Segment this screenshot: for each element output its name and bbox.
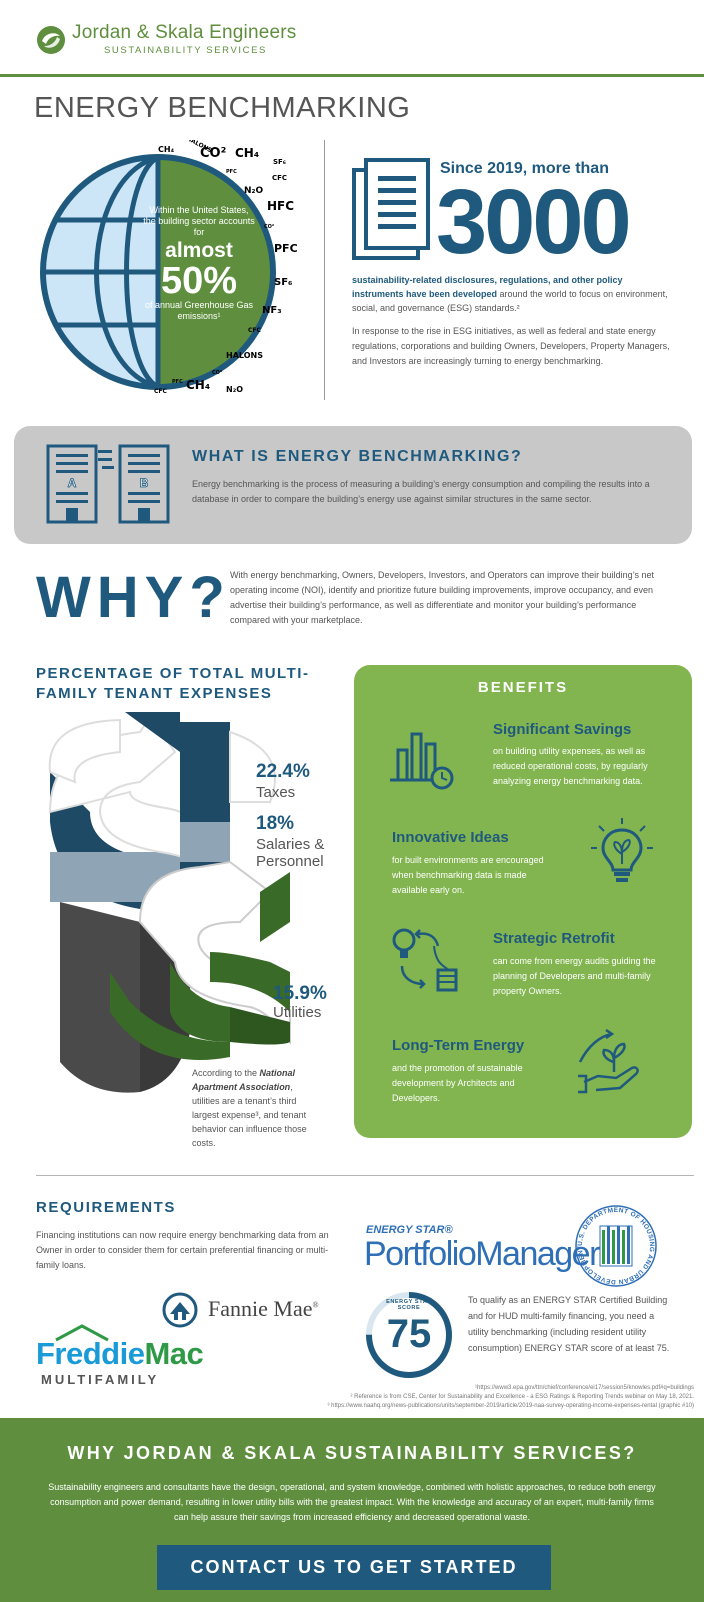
score-requirement-text: To qualify as an ENERGY STAR Certified B… — [468, 1295, 670, 1353]
footer-title: WHY JORDAN & SKALA SUSTAINABILITY SERVIC… — [67, 1443, 637, 1463]
freddie-mac-roof-icon — [55, 1324, 109, 1342]
freddie-mac-subtitle: MULTIFAMILY — [41, 1372, 160, 1387]
bulb-retrofit-cycle-icon — [392, 928, 458, 992]
gas-label: HFC — [267, 199, 294, 213]
energy-star-score-value: 75 — [386, 1312, 432, 1356]
disclosures-paragraph: sustainability-related disclosures, regu… — [352, 273, 672, 315]
footer-text: Sustainability engineers and consultants… — [48, 1482, 656, 1522]
gas-label: PFC — [226, 169, 237, 175]
dollar-signs-illustration — [48, 712, 291, 1093]
why-text: With energy benchmarking, Owners, Develo… — [230, 570, 655, 625]
bar-chart-clock-icon — [390, 732, 454, 790]
section-divider — [36, 1175, 694, 1176]
requirements-title: REQUIREMENTS — [36, 1199, 177, 1216]
energy-star-small-logo: ENERGY STAR® — [366, 1224, 453, 1236]
fannie-mae-logo-icon — [162, 1292, 198, 1328]
benefit-heading: Long-Term Energy — [392, 1037, 525, 1054]
freddie-mac-logo: FreddieMac — [36, 1336, 204, 1372]
why-heading: WHY? — [36, 565, 231, 630]
building-a-label: A — [68, 476, 77, 490]
header-divider — [0, 74, 704, 77]
globe-big-percent: 50% — [160, 260, 238, 302]
esg-paragraph: In response to the rise in ESG initiativ… — [352, 326, 670, 366]
gas-label: CO² — [200, 146, 226, 161]
benefit-heading: Innovative Ideas — [392, 829, 509, 846]
expenses-title: PERCENTAGE OF TOTAL MULTI-FAMILY TENANT … — [36, 665, 310, 702]
building-b-label: B — [140, 476, 149, 490]
what-is-title: WHAT IS ENERGY BENCHMARKING? — [192, 448, 523, 465]
disclosures-rest: around the world to focus on environment… — [352, 289, 668, 313]
footnote: ³ https://www.naahq.org/news-publication… — [327, 1403, 694, 1409]
benefit-text: on building utility expenses, as well as… — [493, 746, 648, 786]
gas-label: SF₆ — [274, 277, 292, 288]
document-stack-icon — [352, 158, 430, 260]
gas-label: N₂O — [226, 385, 243, 394]
brand-subtitle: SUSTAINABILITY SERVICES — [104, 45, 267, 56]
naa-note-bold: National Apartment Association — [192, 1068, 296, 1092]
buildings-compare-icon: A B — [46, 444, 170, 524]
hand-sprout-icon — [578, 1028, 639, 1094]
score-caption: ENERGY STAR — [386, 1299, 432, 1305]
benefits-title: BENEFITS — [477, 679, 569, 696]
brand-logo-icon — [37, 26, 65, 54]
fannie-mae-logo: Fannie Mae® — [208, 1296, 319, 1322]
benefit-text: and the promotion of sustainable develop… — [392, 1063, 523, 1103]
benefit-text: can come from energy audits guiding the … — [493, 956, 656, 996]
freddie-mac-name-a: Freddie — [36, 1336, 145, 1371]
gas-label: N₂O — [244, 186, 263, 196]
gas-label: CO² — [212, 370, 222, 376]
globe-illustration: CH₄ HALONS CO² CH₄ SF₆ PFC CFC N₂O HFC C… — [40, 140, 298, 395]
freddie-mac-name-b: Mac — [144, 1336, 204, 1371]
hero-divider — [324, 140, 325, 400]
gas-label: CH₄ — [158, 145, 175, 154]
gas-label: CFC — [248, 327, 262, 334]
globe-intro: Within the United States, the building s… — [143, 205, 255, 237]
gas-label: HALONS — [226, 351, 263, 360]
lightbulb-leaf-icon — [591, 818, 653, 882]
gas-label: CH₄ — [235, 146, 259, 160]
page-title: ENERGY BENCHMARKING — [34, 92, 411, 124]
expense-label: Salaries & Personnel — [256, 836, 325, 870]
benefit-heading: Significant Savings — [493, 721, 632, 738]
benefits-panel — [354, 665, 692, 1138]
requirements-text: Financing institutions can now require e… — [36, 1230, 329, 1270]
expense-label: Utilities — [273, 1004, 322, 1021]
expense-label: Taxes — [256, 784, 296, 801]
footnote: ¹https://www3.epa.gov/ttn/chief/conferen… — [475, 1385, 694, 1391]
fannie-mae-name: Fannie Mae — [208, 1296, 313, 1321]
footnote: ² Reference is from CSE, Center for Sust… — [350, 1394, 695, 1400]
globe-big-word: almost — [165, 239, 233, 262]
energy-star-score-ring — [366, 1292, 452, 1378]
expense-percent: 18% — [256, 813, 295, 834]
disclosures-bold: sustainability-related disclosures, regu… — [352, 275, 623, 299]
what-is-text: Energy benchmarking is the process of me… — [192, 479, 650, 504]
brand-name: Jordan & Skala Engineers — [72, 22, 297, 43]
gas-label: PFC — [172, 379, 183, 385]
benefit-heading: Strategic Retrofit — [493, 930, 615, 947]
gas-label: CFC — [154, 388, 168, 395]
gas-label: PFC — [274, 242, 298, 255]
gas-label: CFC — [272, 174, 287, 182]
expense-percent: 22.4% — [256, 761, 310, 782]
globe-outro: of annual Greenhouse Gas emissions¹ — [144, 300, 254, 321]
gas-label: CO² — [264, 224, 274, 230]
contact-us-button[interactable]: CONTACT US TO GET STARTED — [157, 1545, 551, 1590]
naa-note: According to the National Apartment Asso… — [192, 1066, 320, 1150]
naa-note-pre: According to the — [192, 1068, 260, 1078]
hud-seal-icon: U.S. DEPARTMENT OF HOUSING AND URBAN DEV… — [575, 1205, 657, 1287]
naa-note-post: , utilities are a tenant’s third largest… — [192, 1082, 307, 1148]
gas-label: NF₃ — [262, 305, 282, 316]
fannie-mae-trademark: ® — [312, 1300, 319, 1310]
portfolio-manager-logo: PortfolioManager® — [364, 1235, 624, 1273]
score-caption: SCORE — [397, 1305, 421, 1311]
gas-label: CH₄ — [186, 378, 210, 392]
globe-callout: Within the United States, the building s… — [142, 205, 256, 322]
benefit-text: for built environments are encouraged wh… — [392, 855, 544, 895]
big-number: 3000 — [436, 171, 632, 273]
expense-percent: 15.9% — [273, 983, 327, 1004]
since-2019-heading: Since 2019, more than — [440, 160, 609, 177]
gas-label: SF₆ — [273, 158, 286, 166]
